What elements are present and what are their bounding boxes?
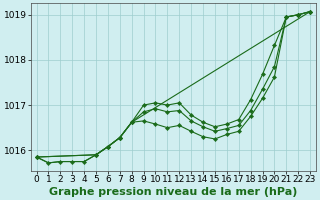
X-axis label: Graphe pression niveau de la mer (hPa): Graphe pression niveau de la mer (hPa) xyxy=(49,187,298,197)
